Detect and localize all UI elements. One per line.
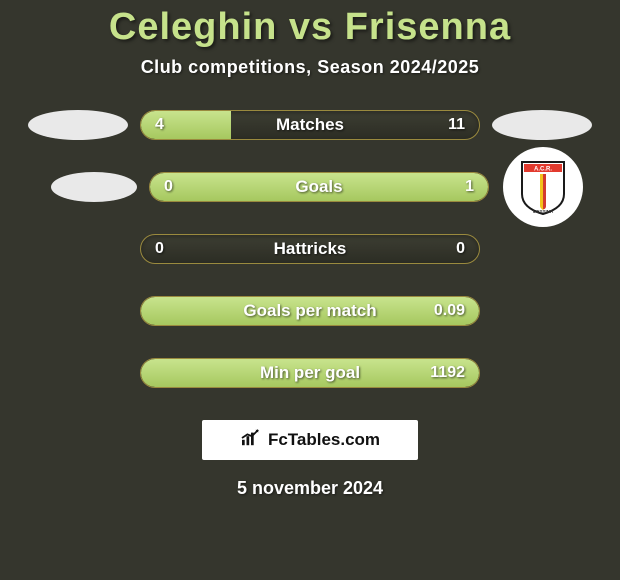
subtitle: Club competitions, Season 2024/2025 [0, 57, 620, 78]
branding-badge: FcTables.com [202, 420, 418, 460]
stat-row: 0.09Goals per match [28, 296, 592, 326]
stats-block: 411Matches 01Goals A.C.R. MESSINA 00Hattr… [0, 110, 620, 404]
stat-label: Goals per match [141, 297, 479, 325]
left-team-badge [28, 110, 128, 140]
stat-label: Min per goal [141, 359, 479, 387]
stat-bar: 01Goals [149, 172, 489, 202]
stat-bar: 1192Min per goal [140, 358, 480, 388]
svg-text:MESSINA: MESSINA [533, 209, 554, 214]
stat-label: Goals [150, 173, 488, 201]
shield-icon: A.C.R. MESSINA [520, 158, 566, 216]
page-title: Celeghin vs Frisenna [0, 6, 620, 49]
team-crest: A.C.R. MESSINA [503, 147, 583, 227]
stat-bar: 00Hattricks [140, 234, 480, 264]
stat-row: 00Hattricks [28, 234, 592, 264]
date-label: 5 november 2024 [0, 478, 620, 499]
stat-bar: 411Matches [140, 110, 480, 140]
stat-row: 411Matches [28, 110, 592, 140]
svg-text:A.C.R.: A.C.R. [534, 167, 552, 173]
stat-row: 01Goals A.C.R. MESSINA [37, 172, 583, 202]
chart-icon [240, 429, 262, 452]
comparison-infographic: Celeghin vs Frisenna Club competitions, … [0, 0, 620, 499]
stat-label: Matches [141, 111, 479, 139]
branding-text: FcTables.com [268, 430, 380, 450]
stat-row: 1192Min per goal [28, 358, 592, 388]
right-team-badge [492, 110, 592, 140]
left-team-badge [51, 172, 137, 202]
stat-label: Hattricks [141, 235, 479, 263]
stat-bar: 0.09Goals per match [140, 296, 480, 326]
